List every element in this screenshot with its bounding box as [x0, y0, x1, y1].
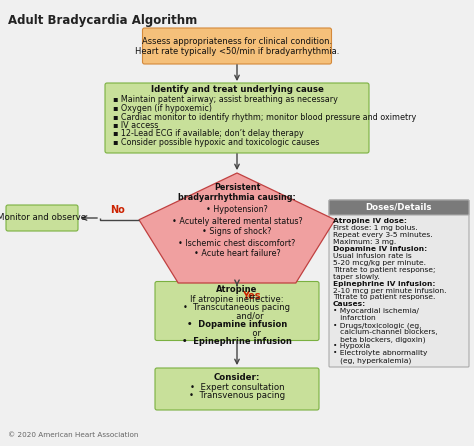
Text: © 2020 American Heart Association: © 2020 American Heart Association	[8, 432, 138, 438]
Text: • Acutely altered mental status?: • Acutely altered mental status?	[172, 216, 302, 226]
FancyBboxPatch shape	[155, 368, 319, 410]
Text: ▪ Maintain patent airway; assist breathing as necessary: ▪ Maintain patent airway; assist breathi…	[113, 95, 338, 104]
Text: Repeat every 3-5 minutes.: Repeat every 3-5 minutes.	[333, 232, 433, 238]
Text: • Acute heart failure?: • Acute heart failure?	[193, 249, 281, 259]
Text: Titrate to patient response.: Titrate to patient response.	[333, 294, 436, 301]
Text: •  Transvenous pacing: • Transvenous pacing	[189, 392, 285, 401]
Text: beta blockers, digoxin): beta blockers, digoxin)	[333, 336, 426, 343]
Text: If atropine ineffective:: If atropine ineffective:	[190, 294, 284, 303]
Text: • Ischemic chest discomfort?: • Ischemic chest discomfort?	[178, 239, 296, 248]
Text: •  Expert consultation: • Expert consultation	[190, 383, 284, 392]
FancyBboxPatch shape	[143, 28, 331, 64]
Text: •  Transcutaneous pacing: • Transcutaneous pacing	[183, 303, 291, 312]
Text: ▪ Cardiac monitor to identify rhythm; monitor blood pressure and oximetry: ▪ Cardiac monitor to identify rhythm; mo…	[113, 112, 416, 121]
Text: and/or: and/or	[210, 311, 264, 321]
Text: ▪ 12-Lead ECG if available; don’t delay therapy: ▪ 12-Lead ECG if available; don’t delay …	[113, 129, 304, 139]
Text: calcium-channel blockers,: calcium-channel blockers,	[333, 329, 438, 335]
Text: • Hypotension?: • Hypotension?	[206, 206, 268, 215]
Text: Usual infusion rate is: Usual infusion rate is	[333, 253, 412, 259]
Text: 2-10 mcg per minute infusion.: 2-10 mcg per minute infusion.	[333, 288, 447, 293]
Text: Atropine IV dose:: Atropine IV dose:	[333, 218, 407, 224]
FancyBboxPatch shape	[105, 83, 369, 153]
Text: • Signs of shock?: • Signs of shock?	[202, 227, 272, 236]
Text: Adult Bradycardia Algorithm: Adult Bradycardia Algorithm	[8, 14, 197, 27]
Text: Persistent: Persistent	[214, 183, 260, 193]
Text: Titrate to patient response;: Titrate to patient response;	[333, 267, 436, 273]
Text: Dopamine IV infusion:: Dopamine IV infusion:	[333, 246, 427, 252]
Text: Maximum: 3 mg.: Maximum: 3 mg.	[333, 239, 396, 245]
Text: Heart rate typically <50/min if bradyarrhythmia.: Heart rate typically <50/min if bradyarr…	[135, 48, 339, 57]
Text: Epinephrine IV infusion:: Epinephrine IV infusion:	[333, 281, 436, 287]
Text: •  Dopamine infusion: • Dopamine infusion	[187, 320, 287, 329]
Text: taper slowly.: taper slowly.	[333, 273, 380, 280]
Text: infarction: infarction	[333, 315, 376, 321]
Text: Monitor and observe: Monitor and observe	[0, 214, 87, 223]
Text: • Drugs/toxicologic (eg,: • Drugs/toxicologic (eg,	[333, 322, 421, 329]
Text: Identify and treat underlying cause: Identify and treat underlying cause	[151, 86, 323, 95]
Text: Consider:: Consider:	[214, 372, 260, 381]
FancyBboxPatch shape	[6, 205, 78, 231]
Text: • Hypoxia: • Hypoxia	[333, 343, 370, 349]
Text: •  Epinephrine infusion: • Epinephrine infusion	[182, 337, 292, 346]
Text: Atropine: Atropine	[216, 285, 258, 293]
Text: (eg, hyperkalemia): (eg, hyperkalemia)	[333, 357, 411, 363]
Text: 5-20 mcg/kg per minute.: 5-20 mcg/kg per minute.	[333, 260, 426, 266]
Text: • Electrolyte abnormality: • Electrolyte abnormality	[333, 350, 428, 356]
Text: or: or	[213, 329, 261, 338]
FancyBboxPatch shape	[329, 200, 469, 215]
Text: ▪ IV access: ▪ IV access	[113, 121, 158, 130]
FancyBboxPatch shape	[155, 281, 319, 340]
Text: ▪ Oxygen (if hypoxemic): ▪ Oxygen (if hypoxemic)	[113, 104, 212, 113]
Text: First dose: 1 mg bolus.: First dose: 1 mg bolus.	[333, 225, 418, 231]
Text: Yes: Yes	[242, 291, 261, 301]
Text: bradyarrhythmia causing:: bradyarrhythmia causing:	[178, 194, 296, 202]
Text: Causes:: Causes:	[333, 301, 366, 307]
FancyBboxPatch shape	[329, 200, 469, 367]
Text: ▪ Consider possible hypoxic and toxicologic causes: ▪ Consider possible hypoxic and toxicolo…	[113, 138, 319, 147]
Text: • Myocardial ischemia/: • Myocardial ischemia/	[333, 308, 419, 314]
Text: Assess appropriateness for clinical condition.: Assess appropriateness for clinical cond…	[142, 37, 332, 45]
Polygon shape	[139, 173, 335, 283]
Text: No: No	[110, 205, 126, 215]
Text: Doses/Details: Doses/Details	[366, 203, 432, 212]
